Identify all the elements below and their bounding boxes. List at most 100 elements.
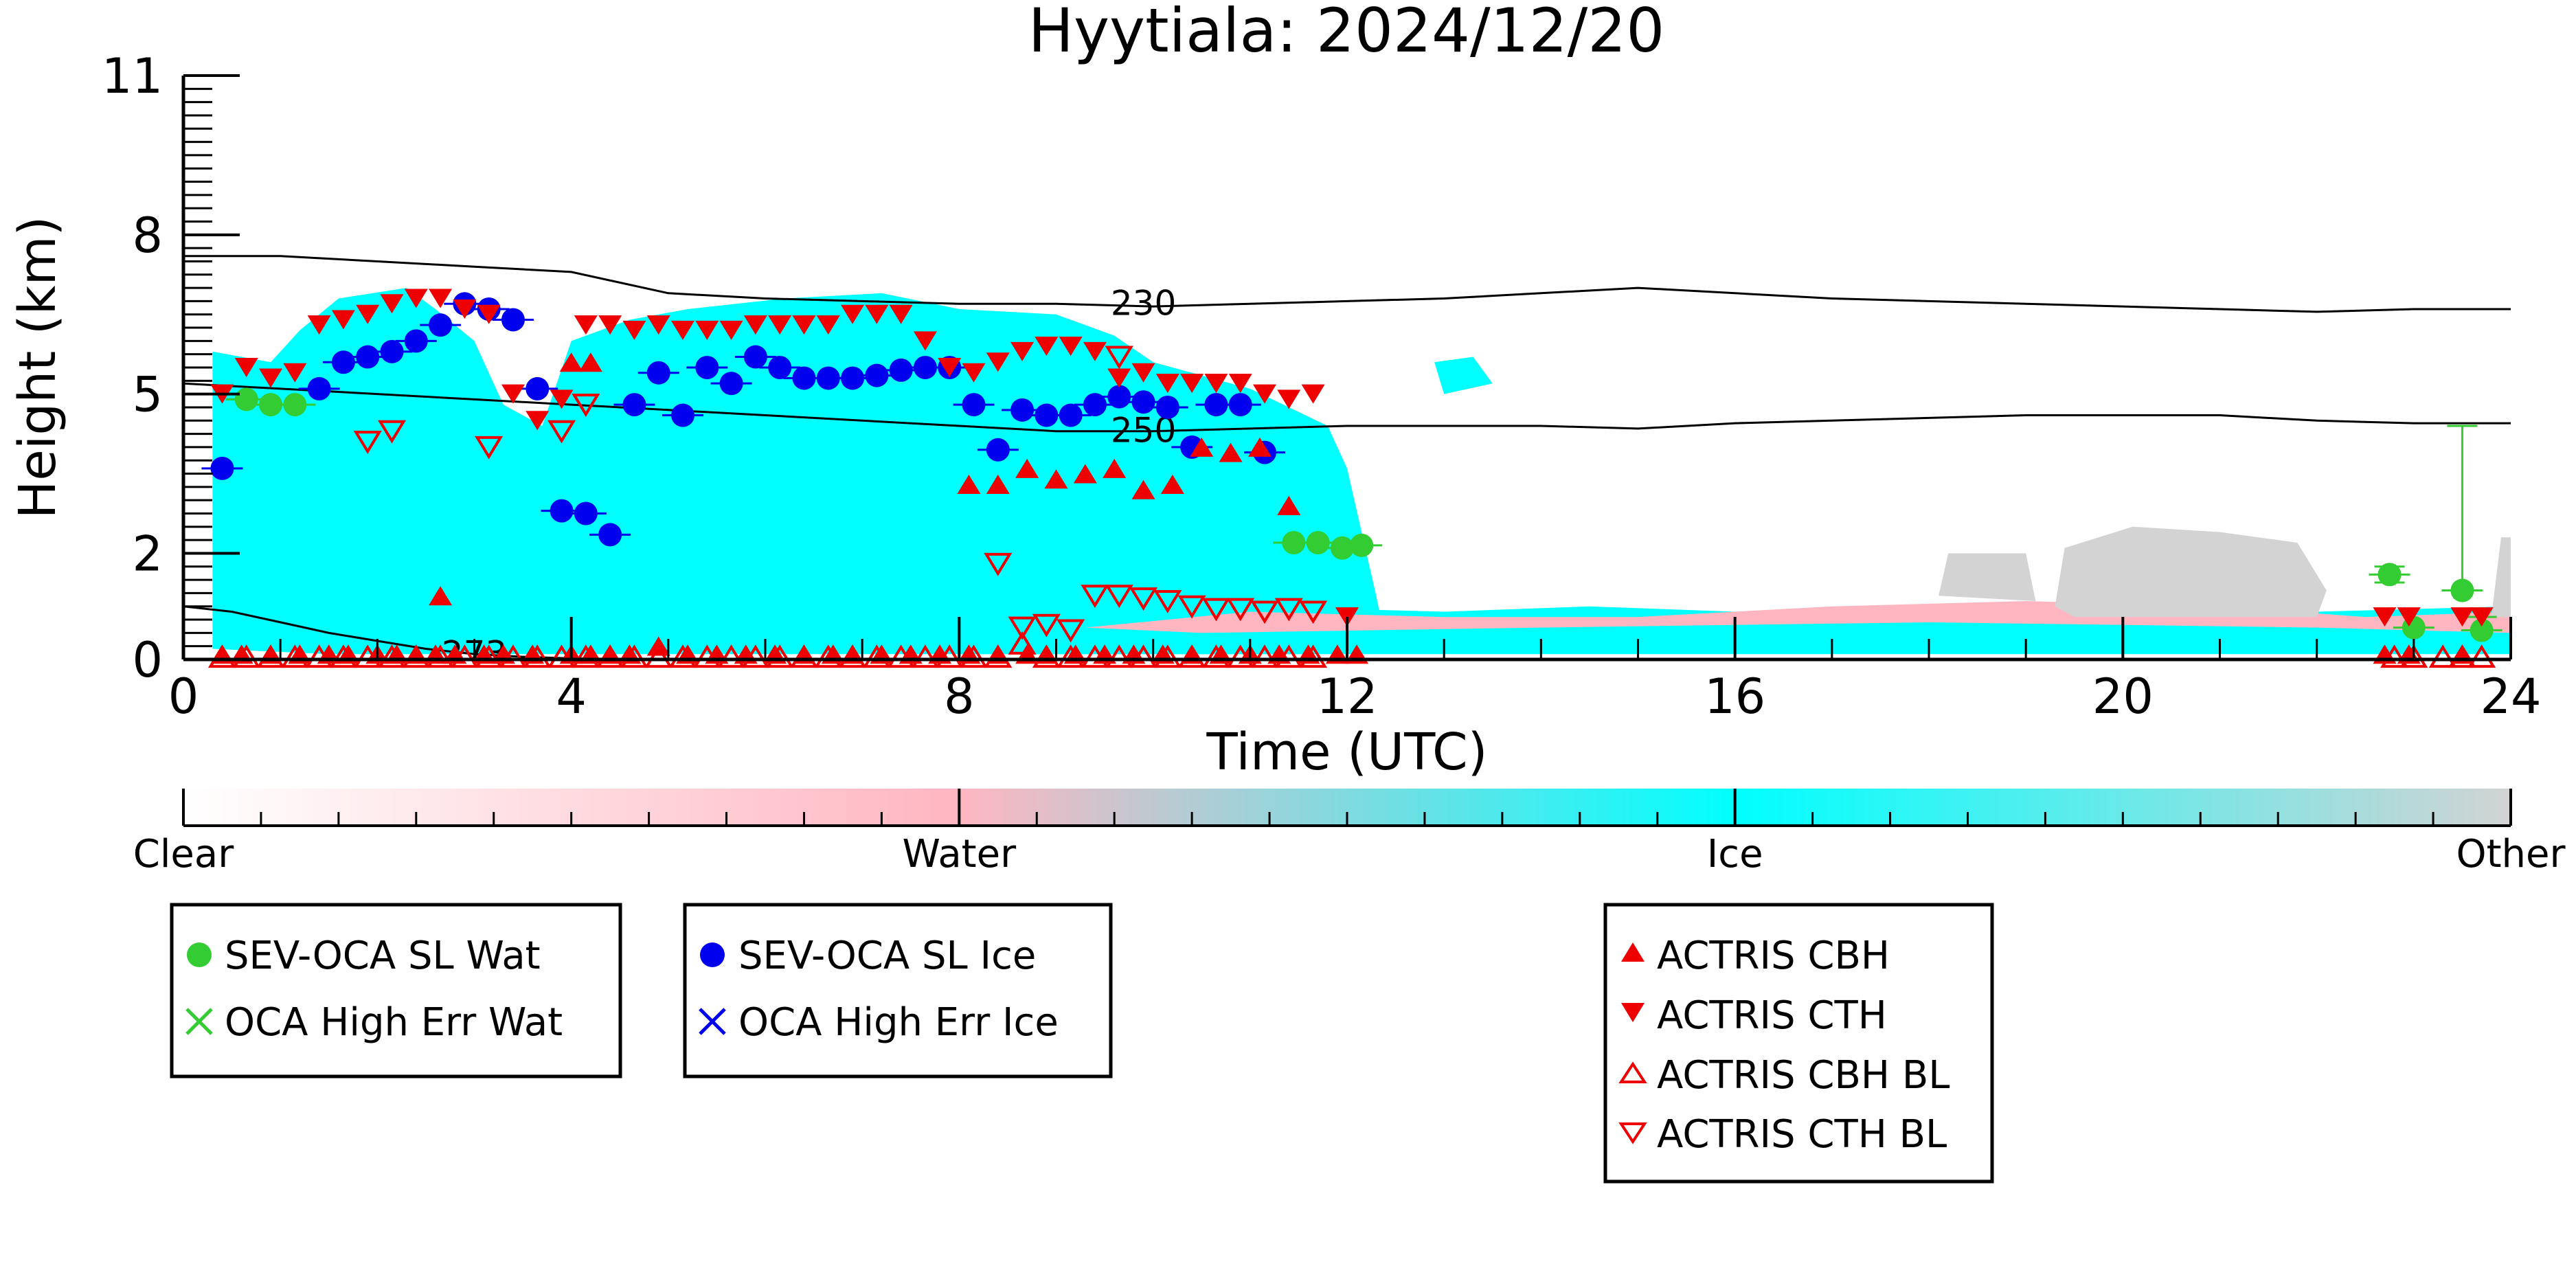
legend-oca-high-err-ice-marker (699, 1008, 726, 1035)
actris-cth-point-40 (1180, 374, 1204, 394)
actris-cbh-bl-point-36 (1081, 644, 1109, 668)
sev-oca-sl-ice-point-5 (404, 329, 428, 353)
sev-oca-sl-wat-point-1 (259, 393, 283, 417)
actris-cth-point-4 (307, 315, 331, 335)
actris-cbh-bl-point-43 (1250, 644, 1279, 668)
actris-cth-point-24 (792, 315, 816, 335)
sev-oca-sl-wat-point-9-errorbar (2447, 425, 2478, 592)
actris-cbh-bl-point-2 (256, 644, 285, 668)
colorbar-label-other: Other (2456, 832, 2566, 877)
actris-cth-point-20 (695, 320, 719, 340)
actris-cth-point-42 (1228, 374, 1252, 394)
sev-oca-sl-ice-point-19 (743, 345, 767, 369)
actris-cbh-bl-point-5 (329, 644, 358, 668)
x-tick-label: 8 (944, 668, 975, 725)
actris-cbh-point-46 (578, 352, 602, 372)
contour-230-line (183, 255, 2511, 313)
actris-cbh-bl-point-10 (450, 644, 479, 668)
actris-cbh-point-50 (1044, 469, 1068, 489)
legend-actris-frame (1603, 903, 1994, 1184)
sev-oca-sl-ice-point-17 (695, 356, 719, 379)
mask-ice-region-0 (212, 288, 1386, 655)
y-tick-label: 5 (132, 367, 163, 423)
actris-cth-point-26 (841, 304, 865, 324)
actris-cbh-bl-point-26 (838, 644, 867, 668)
x-tick-label: 12 (1316, 668, 1377, 725)
actris-cbh-point-48 (986, 475, 1010, 494)
sev-oca-sl-ice-point-10 (526, 376, 550, 400)
sev-oca-sl-ice-point-0 (210, 456, 234, 480)
actris-cbh-bl-point-22 (741, 644, 770, 668)
sev-oca-sl-ice-point-11 (550, 499, 574, 523)
actris-cbh-bl-point-21 (717, 644, 746, 668)
actris-cbh-bl-point-47 (2399, 644, 2428, 668)
actris-cbh-bl-point-6 (353, 644, 382, 668)
actris-cbh-bl-point-8 (402, 644, 431, 668)
actris-cth-point-32 (986, 352, 1010, 372)
actris-cth-point-18 (646, 315, 670, 335)
x-tick-label: 24 (2480, 668, 2541, 725)
sev-oca-sl-ice-point-28 (962, 393, 986, 417)
actris-cth-point-50 (2470, 607, 2494, 627)
actris-cbh-point-47 (957, 475, 981, 494)
legend-oca-high-err-wat-label: OCA High Err Wat (225, 1000, 563, 1045)
legend-wat-frame (170, 903, 622, 1078)
actris-cth-point-34 (1035, 337, 1059, 357)
actris-cbh-point-51 (1073, 464, 1097, 484)
legend-sev-oca-sl-ice-label: SEV-OCA SL Ice (738, 934, 1036, 978)
actris-cth-point-6 (356, 304, 380, 324)
x-axis-label: Time (UTC) (1206, 723, 1487, 782)
actris-cbh-bl-point-38 (1129, 644, 1158, 668)
actris-cbh-bl-point-40 (1177, 644, 1206, 668)
sev-oca-sl-ice-point-3 (356, 345, 380, 369)
actris-cbh-point-55 (1190, 437, 1214, 457)
legend-oca-high-err-wat-marker (185, 1008, 213, 1035)
sev-oca-sl-ice-point-14 (622, 393, 646, 417)
sev-oca-sl-ice-point-26 (913, 356, 937, 379)
actris-cbh-bl-point-12 (499, 644, 528, 668)
sev-oca-sl-ice-point-15 (646, 361, 670, 385)
actris-cth-point-17 (622, 320, 646, 340)
actris-cth-point-23 (768, 315, 792, 335)
sev-oca-sl-ice-point-1 (307, 376, 331, 400)
actris-cbh-bl-point-49 (2448, 644, 2476, 668)
actris-cth-point-15 (574, 315, 598, 335)
legend-sev-oca-sl-wat-marker (187, 942, 212, 967)
actris-cth-bl-point-16 (1250, 600, 1279, 624)
sev-oca-sl-ice-point-12 (574, 501, 598, 526)
sev-oca-sl-wat-point-4 (1306, 531, 1330, 554)
sev-oca-sl-ice-point-32 (1059, 403, 1083, 427)
x-tick-label: 4 (556, 668, 587, 725)
legend-wat: SEV-OCA SL Wat OCA High Err Wat (170, 903, 622, 1078)
actris-cth-bl-point-10 (1105, 585, 1133, 609)
sev-oca-sl-ice-point-23 (841, 366, 865, 390)
legend-actris-cth-bl-label: ACTRIS CTH BL (1657, 1112, 1947, 1157)
actris-cth-point-22 (743, 315, 767, 335)
actris-cth-point-33 (1010, 341, 1035, 361)
actris-cth-point-13 (526, 411, 550, 431)
actris-cbh-point-58 (1277, 495, 1301, 515)
actris-cbh-bl-point-16 (596, 644, 624, 668)
sev-oca-sl-ice-point-9 (501, 308, 525, 332)
sev-oca-sl-wat-point-10 (2470, 618, 2494, 642)
actris-cbh-bl-point-0 (207, 644, 237, 668)
legend-ice: SEV-OCA SL Ice OCA High Err Ice (683, 903, 1113, 1078)
sev-oca-sl-ice-point-16 (671, 403, 695, 427)
legend-sev-oca-sl-ice-marker (700, 942, 725, 967)
actris-cth-bl-point-1 (377, 420, 407, 444)
actris-cbh-bl-point-50 (2467, 644, 2496, 668)
sev-oca-sl-wat-point-2 (283, 393, 307, 417)
sev-oca-sl-ice-point-24 (865, 363, 889, 387)
mask-other-region-0 (1939, 553, 2036, 601)
actris-cbh-bl-point-41 (1201, 644, 1230, 668)
legend-actris-cth-marker (1621, 1003, 1645, 1022)
legend-actris-cbh-label: ACTRIS CBH (1657, 934, 1890, 978)
legend-oca-high-err-ice-label: OCA High Err Ice (738, 1000, 1059, 1045)
actris-cth-point-35 (1059, 337, 1083, 357)
actris-cth-point-8 (404, 289, 428, 308)
sev-oca-sl-ice-point-39 (1228, 393, 1252, 417)
sev-oca-sl-ice-point-2 (331, 350, 355, 374)
actris-cbh-bl-point-3 (280, 644, 309, 668)
